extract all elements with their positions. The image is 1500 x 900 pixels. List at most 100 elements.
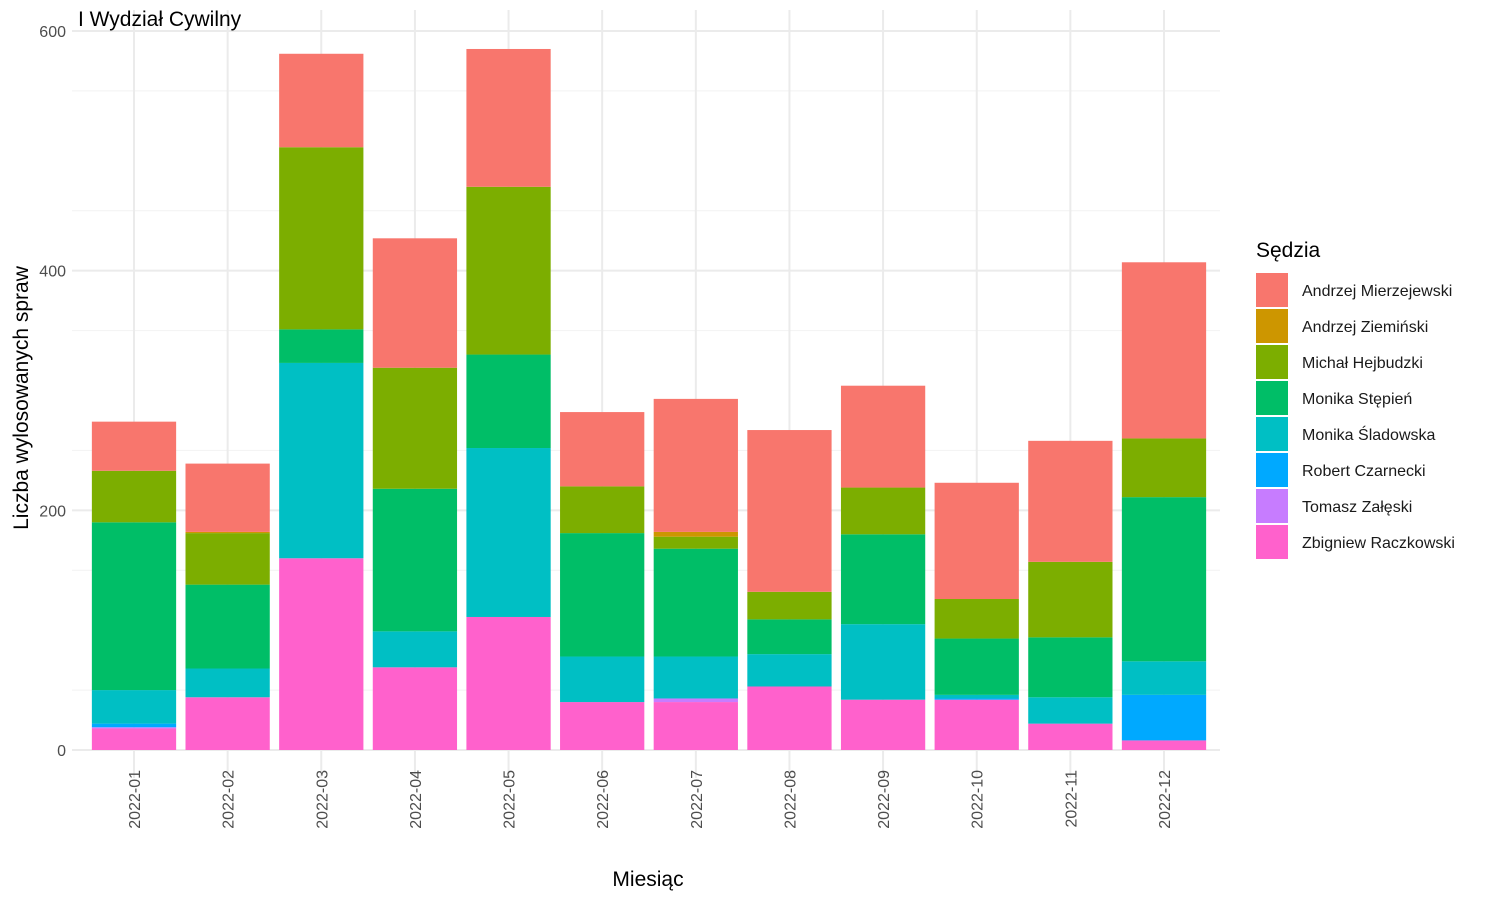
- legend-key: [1256, 381, 1288, 415]
- bar-segment: [279, 558, 364, 750]
- bar-segment: [1121, 694, 1207, 741]
- legend-label: Andrzej Ziemiński: [1302, 319, 1428, 336]
- legend-label: Monika Stępień: [1302, 391, 1412, 408]
- legend-key: [1256, 489, 1288, 523]
- bar-segment: [185, 697, 270, 750]
- legend: Andrzej Mierzejewski Andrzej Ziemiński Mic…: [1256, 273, 1455, 559]
- y-axis-title: Liczba wylosowanych spraw: [10, 265, 33, 530]
- bar-segment: [279, 53, 364, 148]
- x-tick-label: 2022-01: [127, 770, 144, 829]
- bar-segment: [372, 667, 458, 750]
- bar-segment: [840, 624, 926, 700]
- bar-segment: [934, 599, 1019, 639]
- bar-segment: [840, 534, 926, 625]
- x-axis-title: Miesiąc: [612, 868, 683, 891]
- legend-key: [1256, 453, 1288, 487]
- bar-segment: [1028, 561, 1113, 638]
- x-tick-label: 2022-11: [1063, 770, 1080, 828]
- bar-segment: [840, 487, 926, 535]
- x-tick-label: 2022-07: [689, 770, 706, 829]
- bar-segment: [466, 616, 551, 750]
- x-tick-label: 2022-04: [408, 770, 425, 829]
- bar-segment: [91, 470, 177, 523]
- bar-segment: [840, 385, 926, 488]
- x-tick-label: 2022-09: [876, 770, 893, 829]
- x-axis-ticks: 2022-01 2022-02 2022-03 2022-04 2022-05 2022-…: [127, 770, 1174, 829]
- bar-segment: [560, 656, 645, 703]
- bar-segment: [653, 536, 738, 549]
- legend-label: Andrzej Mierzejewski: [1302, 283, 1452, 300]
- bar-segment: [1028, 697, 1113, 724]
- bar-segment: [653, 698, 738, 703]
- bar-segment: [1121, 438, 1207, 498]
- bar-segment: [279, 147, 364, 330]
- bar-segment: [653, 548, 738, 657]
- x-tick-label: 2022-06: [595, 770, 612, 829]
- bar-segment: [840, 699, 926, 750]
- legend-label: Michał Hejbudzki: [1302, 355, 1423, 372]
- x-tick-label: 2022-05: [502, 770, 519, 829]
- bar-segment: [185, 668, 270, 698]
- legend-key: [1256, 345, 1288, 379]
- bar-segment: [466, 48, 551, 187]
- legend-label: Zbigniew Raczkowski: [1302, 535, 1455, 552]
- bar-segment: [934, 699, 1019, 750]
- bar-segment: [934, 694, 1019, 699]
- bar-segment: [747, 591, 832, 620]
- bar-segment: [560, 486, 645, 534]
- bar-segment: [653, 531, 738, 537]
- bar-segment: [466, 186, 551, 355]
- bar-segment: [653, 656, 738, 699]
- bar-segment: [653, 702, 738, 750]
- bar-segment: [91, 728, 177, 750]
- chart-title: I Wydział Cywilny: [78, 8, 242, 31]
- bar-segment: [1121, 661, 1207, 695]
- bar-segment: [185, 584, 270, 669]
- bar-segment: [279, 362, 364, 559]
- bar-segment: [1028, 440, 1113, 562]
- y-tick-label: 400: [39, 264, 66, 281]
- x-tick-label: 2022-08: [782, 770, 799, 829]
- x-tick-label: 2022-02: [221, 770, 238, 829]
- legend-label: Tomasz Załęski: [1302, 499, 1412, 516]
- bar-segment: [372, 367, 458, 489]
- bar-segment: [1121, 262, 1207, 439]
- bar-segment: [934, 638, 1019, 695]
- bar-segment: [91, 723, 177, 728]
- legend-key: [1256, 525, 1288, 559]
- bar-segment: [185, 463, 270, 532]
- legend-label: Monika Śladowska: [1302, 425, 1436, 444]
- bar-segment: [91, 727, 177, 729]
- bar-segment: [372, 631, 458, 668]
- x-tick-label: 2022-03: [314, 770, 331, 829]
- legend-key: [1256, 273, 1288, 307]
- y-axis-ticks: 0 200 400 600: [39, 24, 66, 760]
- bar-segment: [560, 533, 645, 657]
- x-tick-label: 2022-12: [1157, 770, 1174, 829]
- y-tick-label: 200: [39, 503, 66, 520]
- bar-segment: [185, 533, 270, 585]
- bar-segment: [185, 531, 270, 534]
- bar-segment: [934, 698, 1019, 700]
- legend-key: [1256, 309, 1288, 343]
- bar-segment: [747, 619, 832, 655]
- x-tick-label: 2022-10: [970, 770, 987, 829]
- bar-segment: [91, 421, 177, 471]
- bar-segment: [466, 448, 551, 617]
- bar-segment: [1028, 637, 1113, 698]
- bar-segment: [372, 488, 458, 632]
- bar-segment: [372, 238, 458, 368]
- bar-segment: [91, 522, 177, 691]
- y-tick-label: 600: [39, 24, 66, 41]
- bar-segment: [466, 354, 551, 449]
- bar-segment: [934, 482, 1019, 600]
- bar-segment: [91, 690, 177, 724]
- bar-segment: [1121, 497, 1207, 662]
- bars-layer: [91, 48, 1207, 750]
- legend-key: [1256, 417, 1288, 451]
- bar-segment: [560, 412, 645, 487]
- bar-segment: [653, 398, 738, 532]
- bar-segment: [1028, 723, 1113, 750]
- legend-title: Sędzia: [1256, 239, 1321, 262]
